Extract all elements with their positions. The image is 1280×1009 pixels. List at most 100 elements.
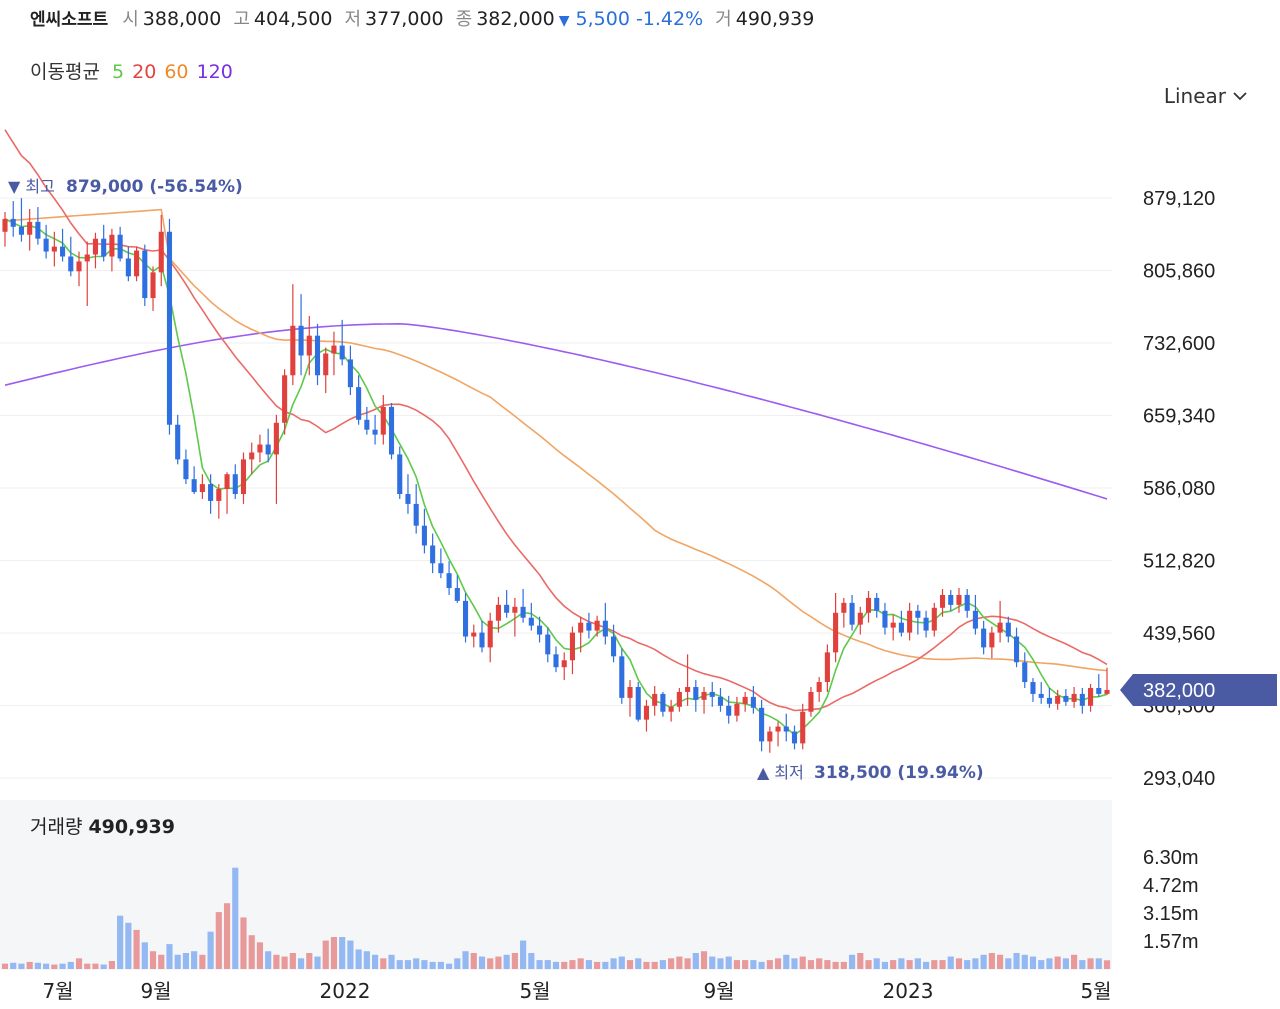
candle-body[interactable] bbox=[956, 594, 962, 605]
candle-body[interactable] bbox=[734, 703, 740, 716]
candle-body[interactable] bbox=[51, 246, 57, 252]
candle-body[interactable] bbox=[627, 686, 633, 698]
candle-body[interactable] bbox=[1079, 693, 1085, 706]
candle-body[interactable] bbox=[1055, 695, 1061, 704]
candle-body[interactable] bbox=[586, 622, 592, 631]
candle-body[interactable] bbox=[742, 696, 748, 704]
candle-body[interactable] bbox=[421, 525, 427, 546]
candle-body[interactable] bbox=[931, 607, 937, 631]
candle-body[interactable] bbox=[783, 726, 789, 732]
candle-body[interactable] bbox=[282, 375, 288, 423]
candle-body[interactable] bbox=[298, 325, 304, 356]
candle-body[interactable] bbox=[60, 246, 66, 257]
candle-body[interactable] bbox=[125, 258, 131, 277]
candle-body[interactable] bbox=[882, 610, 888, 628]
candle-body[interactable] bbox=[553, 654, 559, 668]
candle-body[interactable] bbox=[1096, 687, 1102, 694]
candle-body[interactable] bbox=[537, 625, 543, 635]
scale-toggle-button[interactable]: Linear bbox=[1164, 84, 1248, 108]
candle-body[interactable] bbox=[84, 254, 90, 262]
candle-body[interactable] bbox=[191, 479, 197, 493]
candle-body[interactable] bbox=[158, 231, 164, 273]
candle-body[interactable] bbox=[693, 686, 699, 700]
candle-body[interactable] bbox=[791, 731, 798, 744]
candle-body[interactable] bbox=[265, 444, 271, 455]
candle-body[interactable] bbox=[857, 612, 863, 625]
candle-body[interactable] bbox=[676, 691, 682, 707]
candle-body[interactable] bbox=[405, 494, 411, 504]
candle-body[interactable] bbox=[1046, 697, 1052, 704]
candle-body[interactable] bbox=[668, 706, 674, 712]
candle-body[interactable] bbox=[767, 731, 773, 742]
candle-body[interactable] bbox=[117, 234, 123, 259]
candle-body[interactable] bbox=[915, 610, 921, 618]
candle-body[interactable] bbox=[981, 628, 987, 648]
candle-body[interactable] bbox=[833, 612, 839, 653]
candle-body[interactable] bbox=[339, 345, 345, 360]
candle-body[interactable] bbox=[504, 604, 510, 613]
candle-body[interactable] bbox=[849, 602, 855, 625]
candle-body[interactable] bbox=[948, 594, 954, 605]
candle-body[interactable] bbox=[240, 459, 247, 495]
candle-body[interactable] bbox=[611, 636, 617, 657]
candle-body[interactable] bbox=[306, 335, 312, 356]
candle-body[interactable] bbox=[495, 604, 501, 621]
candle-body[interactable] bbox=[717, 696, 724, 706]
candle-body[interactable] bbox=[216, 489, 222, 501]
candle-body[interactable] bbox=[446, 573, 452, 589]
candle-body[interactable] bbox=[808, 691, 814, 712]
candle-body[interactable] bbox=[323, 353, 329, 376]
candle-body[interactable] bbox=[643, 705, 650, 720]
candle-body[interactable] bbox=[347, 359, 353, 388]
candle-body[interactable] bbox=[2, 218, 8, 232]
candle-body[interactable] bbox=[750, 696, 756, 708]
candle-body[interactable] bbox=[709, 691, 715, 697]
candle-body[interactable] bbox=[1104, 689, 1110, 694]
candle-body[interactable] bbox=[134, 250, 140, 277]
candle-body[interactable] bbox=[874, 597, 880, 611]
candle-body[interactable] bbox=[380, 406, 386, 435]
candle-body[interactable] bbox=[183, 459, 189, 480]
candle-body[interactable] bbox=[1013, 636, 1020, 663]
candle-body[interactable] bbox=[397, 454, 403, 495]
candle-body[interactable] bbox=[257, 444, 263, 453]
ma60-label[interactable]: 60 bbox=[164, 61, 189, 83]
candle-body[interactable] bbox=[454, 588, 460, 601]
candle-body[interactable] bbox=[1022, 662, 1028, 683]
candle-body[interactable] bbox=[652, 693, 658, 706]
candle-body[interactable] bbox=[578, 622, 584, 633]
candle-body[interactable] bbox=[520, 606, 526, 618]
candle-body[interactable] bbox=[232, 474, 238, 495]
candle-body[interactable] bbox=[109, 234, 115, 257]
candle-body[interactable] bbox=[1038, 693, 1044, 698]
candle-body[interactable] bbox=[989, 632, 995, 648]
candle-body[interactable] bbox=[430, 545, 436, 564]
candle-body[interactable] bbox=[224, 474, 230, 490]
candle-body[interactable] bbox=[364, 419, 370, 430]
candle-body[interactable] bbox=[907, 610, 913, 633]
candle-body[interactable] bbox=[462, 600, 469, 637]
candle-body[interactable] bbox=[273, 422, 279, 455]
candle-body[interactable] bbox=[92, 238, 99, 255]
candle-body[interactable] bbox=[314, 335, 321, 376]
candle-body[interactable] bbox=[479, 632, 485, 648]
candle-body[interactable] bbox=[759, 707, 765, 742]
ma20-label[interactable]: 20 bbox=[132, 61, 157, 83]
ma120-label[interactable]: 120 bbox=[196, 61, 233, 83]
candle-body[interactable] bbox=[775, 726, 781, 732]
candle-body[interactable] bbox=[413, 503, 419, 526]
candle-body[interactable] bbox=[18, 226, 24, 235]
candle-body[interactable] bbox=[816, 682, 822, 692]
candle-body[interactable] bbox=[512, 606, 518, 613]
candle-body[interactable] bbox=[545, 634, 551, 655]
candle-body[interactable] bbox=[561, 660, 567, 668]
ma5-label[interactable]: 5 bbox=[111, 61, 125, 83]
candle-body[interactable] bbox=[528, 617, 534, 626]
candle-body[interactable] bbox=[939, 594, 946, 608]
candle-body[interactable] bbox=[1088, 687, 1094, 706]
candle-body[interactable] bbox=[619, 656, 625, 698]
candle-body[interactable] bbox=[175, 424, 181, 460]
candle-body[interactable] bbox=[701, 691, 707, 700]
candle-body[interactable] bbox=[372, 429, 378, 435]
candle-body[interactable] bbox=[1071, 693, 1077, 702]
